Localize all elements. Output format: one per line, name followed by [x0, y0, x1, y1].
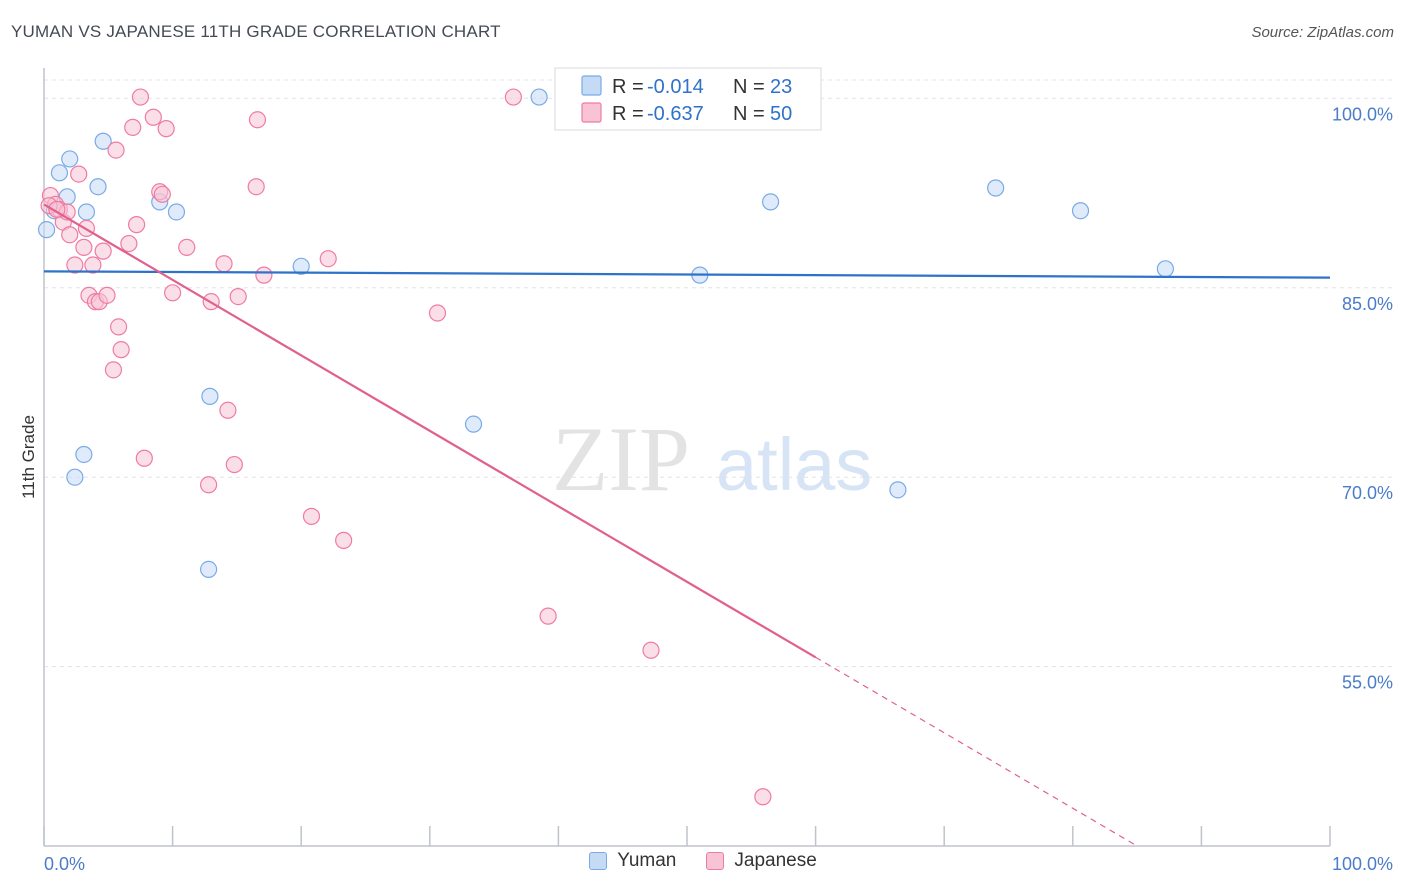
yuman-point-11 — [530, 88, 548, 106]
chart-title: YUMAN VS JAPANESE 11TH GRADE CORRELATION… — [11, 22, 501, 41]
japanese-point-31 — [200, 476, 218, 494]
y-axis-label: 11th Grade — [19, 415, 38, 499]
yuman-point-0 — [37, 221, 56, 239]
grid — [44, 79, 1393, 668]
japanese-point-34 — [219, 401, 237, 419]
japanese-point-38 — [248, 111, 267, 129]
japanese-point-29 — [164, 284, 182, 302]
japanese-point-7 — [70, 165, 88, 183]
japanese-point-30 — [178, 238, 196, 256]
yuman-point-18 — [75, 445, 93, 464]
legend-item-yuman: Yuman — [589, 850, 676, 872]
yuman-point-7 — [94, 132, 112, 150]
japanese-point-15 — [98, 286, 116, 304]
legend-r-label-yuman: R = — [612, 76, 644, 98]
japanese-point-35 — [225, 455, 243, 474]
legend-n-label-japanese: N = — [733, 103, 765, 125]
yuman-trend-line — [43, 270, 1331, 279]
japanese-point-11 — [84, 256, 102, 274]
yuman-point-16 — [1156, 260, 1174, 278]
legend-r-value-japanese: -0.637 — [647, 103, 704, 125]
y-tick-label-70: 70.0% — [1342, 483, 1393, 503]
yuman-point-5 — [77, 203, 96, 221]
yuman-point-21 — [200, 560, 218, 579]
watermark: ZIP atlas — [552, 408, 872, 510]
yuman-point-13 — [761, 193, 780, 211]
japanese-point-16 — [104, 361, 123, 379]
japanese-point-46 — [642, 641, 660, 659]
yuman-point-22 — [889, 481, 907, 499]
legend-n-value-yuman: 23 — [770, 76, 792, 98]
japanese-point-18 — [109, 318, 128, 336]
legend-label-yuman: Yuman — [617, 850, 677, 871]
yuman-point-20 — [464, 415, 483, 433]
japanese-point-33 — [215, 255, 233, 273]
yuman-point-2 — [50, 164, 69, 182]
japanese-point-47 — [754, 788, 772, 806]
legend-swatch-japanese — [581, 102, 602, 123]
y-tick-labels: 100.0% 85.0% 70.0% 55.0% — [1332, 104, 1393, 692]
japanese-point-39 — [255, 266, 273, 284]
japanese-point-14 — [94, 242, 112, 260]
japanese-point-42 — [335, 531, 353, 549]
watermark-zip: ZIP — [552, 408, 690, 510]
japanese-trend-extension — [815, 656, 1138, 847]
japanese-point-24 — [135, 449, 153, 467]
legend-r-label-japanese: R = — [612, 103, 644, 125]
japanese-point-37 — [247, 178, 265, 196]
x-tick-label-max: 100.0% — [1332, 854, 1393, 874]
japanese-point-36 — [229, 288, 247, 306]
japanese-trend-line — [43, 203, 817, 659]
y-tick-label-85: 85.0% — [1342, 294, 1393, 314]
legend-box: R = -0.014 N = 23 R = -0.637 N = 50 — [554, 67, 822, 131]
yuman-point-15 — [1071, 202, 1090, 220]
legend-swatch-yuman — [581, 75, 602, 96]
legend-r-value-yuman: -0.014 — [647, 76, 704, 98]
legend-n-label-yuman: N = — [733, 76, 765, 98]
yuman-point-6 — [89, 178, 107, 196]
japanese-point-40 — [302, 507, 321, 525]
japanese-point-20 — [120, 234, 138, 253]
legend-label-japanese: Japanese — [734, 850, 817, 871]
legend-n-value-japanese: 50 — [770, 103, 792, 125]
japanese-point-6 — [66, 256, 84, 274]
japanese-point-22 — [127, 216, 146, 234]
japanese-point-45 — [539, 607, 557, 625]
legend-marker-japanese — [706, 852, 725, 870]
japanese-point-5 — [61, 226, 79, 244]
trend-lines — [43, 203, 1331, 847]
japanese-point-23 — [131, 88, 150, 106]
x-tick-label-min: 0.0% — [44, 854, 85, 874]
japanese-point-28 — [157, 120, 175, 138]
series-legend: Yuman Japanese — [0, 850, 1406, 872]
y-tick-label-100: 100.0% — [1332, 104, 1393, 124]
chart-source: Source: ZipAtlas.com — [1251, 24, 1394, 41]
japanese-point-41 — [319, 250, 337, 268]
legend-marker-yuman — [589, 852, 608, 870]
yuman-point-14 — [987, 179, 1005, 197]
watermark-atlas: atlas — [716, 423, 872, 506]
yuman-point-9 — [167, 203, 186, 221]
japanese-point-27 — [153, 185, 171, 203]
yuman-point-4 — [61, 150, 79, 168]
yuman-point-10 — [292, 257, 310, 275]
japanese-point-8 — [75, 238, 93, 256]
japanese-point-21 — [124, 118, 142, 136]
yuman-point-17 — [201, 387, 219, 405]
japanese-point-44 — [504, 88, 522, 106]
x-ticks — [43, 826, 1331, 846]
japanese-point-19 — [112, 341, 130, 359]
japanese-point-43 — [428, 304, 447, 322]
japanese-point-25 — [144, 108, 162, 126]
yuman-point-19 — [66, 468, 84, 486]
y-tick-label-55: 55.0% — [1342, 673, 1393, 693]
japanese-point-17 — [107, 141, 125, 159]
legend-item-japanese: Japanese — [706, 850, 817, 872]
